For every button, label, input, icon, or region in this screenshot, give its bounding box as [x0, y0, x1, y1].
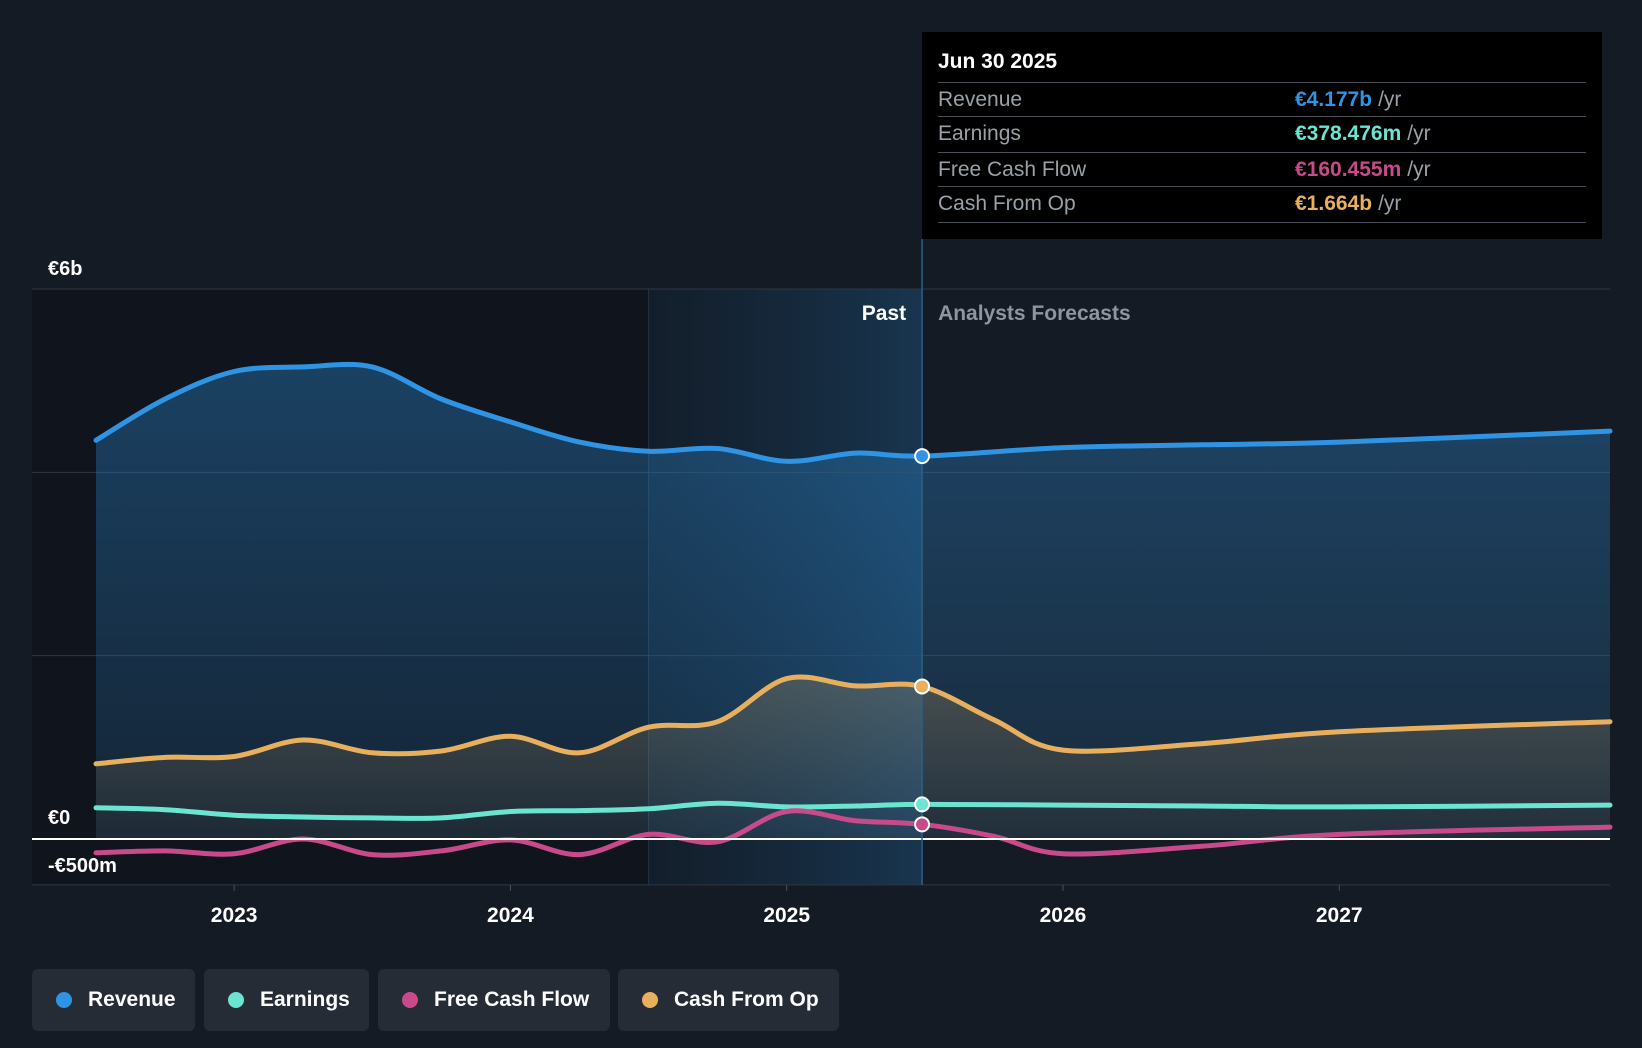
tooltip-date: Jun 30 2025 — [938, 50, 1058, 73]
point-cash-from-op[interactable] — [914, 678, 931, 695]
earnings-dot-icon — [228, 992, 244, 1008]
point-free-cash-flow[interactable] — [914, 816, 931, 833]
tooltip: Jun 30 2025 Revenue €4.177b/yr Earnings … — [922, 32, 1602, 239]
tooltip-divider — [938, 222, 1586, 223]
x-tick-label: 2027 — [1316, 904, 1363, 927]
tooltip-label: Revenue — [938, 88, 1023, 111]
past-label: Past — [862, 302, 906, 325]
x-tick-label: 2025 — [763, 904, 810, 927]
tooltip-label: Free Cash Flow — [938, 158, 1087, 181]
area-cash-from-op — [96, 676, 1610, 839]
x-tick-label: 2026 — [1040, 904, 1087, 927]
y-tick-label: €6b — [48, 258, 82, 280]
tooltip-row-cash-from-op: Cash From Op €1.664b/yr — [938, 186, 1586, 221]
series-line-earnings — [93, 800, 1613, 821]
tooltip-value: €160.455m/yr — [1295, 158, 1431, 181]
series-line-cash-from-op — [93, 674, 1613, 767]
point-earnings[interactable] — [914, 796, 931, 813]
x-tick-label: 2024 — [487, 904, 534, 927]
tooltip-label: Earnings — [938, 122, 1021, 145]
legend-item-revenue[interactable]: Revenue — [32, 969, 195, 1031]
legend-item-earnings[interactable]: Earnings — [204, 969, 369, 1031]
area-revenue — [96, 364, 1610, 839]
tooltip-value: €1.664b/yr — [1295, 192, 1402, 215]
legend-label: Earnings — [260, 988, 350, 1011]
tooltip-row-free-cash-flow: Free Cash Flow €160.455m/yr — [938, 152, 1586, 187]
series-line-revenue — [93, 361, 1613, 464]
free-cash-flow-dot-icon — [402, 992, 418, 1008]
legend-item-free-cash-flow[interactable]: Free Cash Flow — [378, 969, 610, 1031]
point-revenue[interactable] — [914, 448, 931, 465]
x-tick-label: 2023 — [211, 904, 258, 927]
tooltip-row-earnings: Earnings €378.476m/yr — [938, 116, 1586, 151]
cash-from-op-dot-icon — [642, 992, 658, 1008]
y-tick-label: €0 — [48, 807, 70, 829]
forecast-label: Analysts Forecasts — [938, 302, 1131, 325]
tooltip-value: €4.177b/yr — [1295, 88, 1402, 111]
revenue-dot-icon — [56, 992, 72, 1008]
legend-label: Free Cash Flow — [434, 988, 590, 1011]
tooltip-value: €378.476m/yr — [1295, 122, 1431, 145]
y-tick-label: -€500m — [48, 855, 117, 877]
tooltip-row-revenue: Revenue €4.177b/yr — [938, 82, 1586, 117]
tooltip-label: Cash From Op — [938, 192, 1076, 215]
legend-label: Revenue — [88, 988, 176, 1011]
legend-label: Cash From Op — [674, 988, 819, 1011]
legend-item-cash-from-op[interactable]: Cash From Op — [618, 969, 839, 1031]
